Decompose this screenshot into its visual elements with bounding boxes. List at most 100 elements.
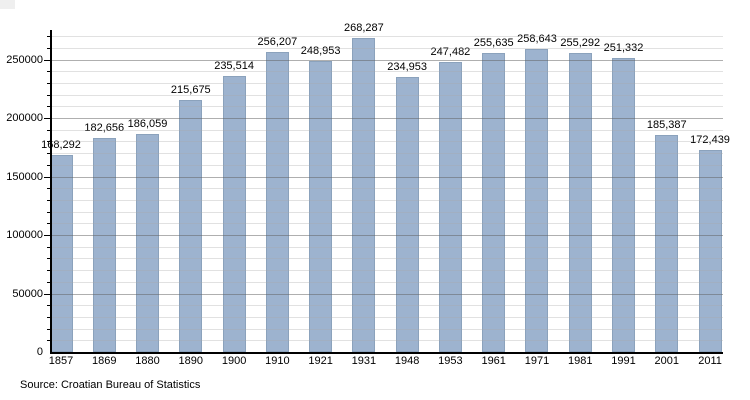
bar-value-label: 255,292 <box>560 37 601 50</box>
minor-gridline <box>50 164 723 166</box>
y-axis-minor-tick <box>46 141 50 143</box>
bar-value-label: 247,482 <box>430 46 471 59</box>
bar-value-label: 172,439 <box>690 134 730 147</box>
bar-value-label: 255,635 <box>473 36 514 49</box>
bar-value-label: 215,675 <box>170 83 211 96</box>
x-axis-tick-label: 2001 <box>654 355 680 367</box>
y-axis-minor-tick <box>46 340 50 342</box>
x-axis-tick-label: 1857 <box>48 355 74 367</box>
minor-gridline <box>50 258 723 260</box>
y-axis-major-tick <box>44 176 50 178</box>
bar-value-label: 186,059 <box>127 118 168 131</box>
minor-gridline <box>50 328 723 330</box>
y-axis-minor-tick <box>46 129 50 131</box>
x-axis-tick-label: 1971 <box>524 355 550 367</box>
bar <box>655 135 679 352</box>
major-gridline <box>50 118 723 119</box>
minor-gridline <box>50 188 723 190</box>
y-axis-major-tick <box>44 235 50 236</box>
x-axis-tick-label: 1953 <box>438 355 463 367</box>
minor-gridline <box>50 71 723 73</box>
bar-value-label: 234,953 <box>387 61 428 74</box>
x-axis-tick-label: 1921 <box>308 355 333 367</box>
x-axis-tick-label: 1890 <box>178 355 204 367</box>
y-axis-minor-tick <box>46 71 50 73</box>
x-axis-tick-label: 1880 <box>135 355 160 367</box>
minor-gridline <box>50 47 723 49</box>
y-axis-line <box>50 30 52 353</box>
bar-value-label: 235,514 <box>214 60 254 73</box>
minor-gridline <box>50 199 723 201</box>
y-axis-tick-label: 50000 <box>12 287 43 300</box>
bar-value-label: 185,387 <box>646 119 687 132</box>
bar-value-label: 268,287 <box>343 22 384 35</box>
bar <box>222 76 246 352</box>
major-gridline <box>50 293 723 295</box>
minor-gridline <box>50 246 723 248</box>
minor-gridline <box>50 129 723 131</box>
x-axis-tick-label: 2011 <box>698 355 722 367</box>
bar-value-label: 251,332 <box>603 41 644 54</box>
y-axis-minor-tick <box>46 106 50 108</box>
x-axis-tick-label: 1981 <box>567 355 593 367</box>
y-axis-minor-tick <box>46 270 50 272</box>
x-axis-tick-label: 1991 <box>611 355 636 367</box>
minor-gridline <box>50 94 723 96</box>
y-axis-minor-tick <box>46 153 50 155</box>
x-axis-tick-label: 1869 <box>92 355 117 367</box>
y-axis-minor-tick <box>46 281 50 283</box>
y-axis-tick-label: 0 <box>36 346 43 358</box>
bar <box>438 62 462 352</box>
major-gridline <box>50 235 723 236</box>
y-axis-tick-label: 250000 <box>6 53 43 66</box>
y-axis-major-tick <box>44 59 50 61</box>
y-axis-minor-tick <box>46 258 50 260</box>
y-axis-minor-tick <box>46 164 50 166</box>
minor-gridline <box>50 270 723 272</box>
y-axis-minor-tick <box>46 199 50 201</box>
minor-gridline <box>50 36 723 38</box>
y-axis-minor-tick <box>46 305 50 307</box>
y-axis-minor-tick <box>46 223 50 225</box>
source-note: Source: Croatian Bureau of Statistics <box>20 379 201 391</box>
bar <box>49 155 73 352</box>
x-axis-tick-label: 1948 <box>394 355 420 367</box>
minor-gridline <box>50 82 723 84</box>
y-axis-minor-tick <box>46 246 50 248</box>
y-axis-minor-tick <box>46 82 50 84</box>
bar <box>136 134 160 352</box>
y-axis-minor-tick <box>46 328 50 330</box>
minor-gridline <box>50 106 723 108</box>
bar <box>568 53 592 352</box>
x-axis-tick-label: 1961 <box>481 355 506 367</box>
y-axis-major-tick <box>44 118 50 119</box>
minor-gridline <box>50 141 723 143</box>
bar-value-label: 182,656 <box>84 122 125 135</box>
bar <box>395 77 419 352</box>
bar <box>482 52 506 352</box>
minor-gridline <box>50 281 723 283</box>
bar <box>309 60 333 352</box>
y-axis-minor-tick <box>46 316 50 318</box>
y-axis-minor-tick <box>46 188 50 190</box>
minor-gridline <box>50 211 723 213</box>
screenshot-corner-artifact <box>0 0 15 9</box>
bar <box>612 57 635 352</box>
bar-value-label: 258,643 <box>517 33 557 46</box>
minor-gridline <box>50 305 723 307</box>
y-axis-minor-tick <box>46 47 50 49</box>
minor-gridline <box>50 223 723 225</box>
bar-value-label: 256,207 <box>257 36 298 49</box>
y-axis-major-tick <box>44 293 50 295</box>
y-axis-minor-tick <box>46 36 50 38</box>
major-gridline <box>50 59 723 61</box>
y-axis-minor-tick <box>46 211 50 213</box>
bar-value-label: 248,953 <box>300 44 341 57</box>
y-axis-minor-tick <box>46 94 50 96</box>
y-axis-tick-label: 200000 <box>6 112 43 124</box>
minor-gridline <box>50 316 723 318</box>
y-axis-tick-label: 150000 <box>6 170 43 183</box>
y-axis-tick-label: 100000 <box>6 229 43 241</box>
